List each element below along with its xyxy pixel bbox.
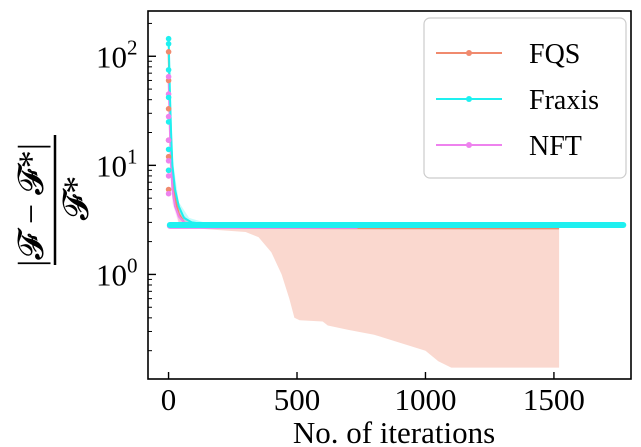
- y-axis-label-denominator: 𝓕*: [56, 176, 96, 221]
- marker-fqs: [165, 49, 172, 55]
- confidence-bands: [168, 31, 624, 368]
- legend-label-nft: NFT: [529, 131, 582, 162]
- series-markers: [165, 35, 627, 229]
- x-tick-label: 1000: [394, 382, 456, 417]
- marker-fqs: [165, 106, 172, 112]
- y-axis-label: |𝓕 − 𝓕*| 𝓕*: [11, 135, 96, 267]
- marker-fraxis: [165, 119, 172, 125]
- x-axis-label: No. of iterations: [293, 415, 495, 447]
- marker-nft: [165, 173, 172, 179]
- marker-nft: [165, 158, 172, 164]
- y-tick-label: 101: [96, 144, 138, 183]
- x-tick-label: 1500: [523, 382, 585, 417]
- legend-marker-fqs: [466, 50, 472, 56]
- marker-fqs: [165, 186, 172, 193]
- y-tick-label: 102: [96, 35, 138, 74]
- legend-marker-nft: [466, 142, 472, 148]
- legend-marker-fraxis: [466, 96, 472, 102]
- legend-frame: [423, 17, 627, 179]
- marker-fraxis: [165, 41, 172, 47]
- x-axis-ticks: 0 500 1000 1500: [161, 372, 585, 417]
- marker-nft: [165, 190, 172, 197]
- band-fqs: [168, 37, 560, 368]
- marker-fraxis: [165, 35, 172, 42]
- marker-nft: [165, 137, 172, 143]
- y-axis-ticks: 100 101 102: [96, 22, 156, 352]
- y-axis-label-numerator: |𝓕 − 𝓕*|: [11, 143, 51, 267]
- plot-frame: [147, 10, 632, 380]
- x-tick-label: 500: [274, 382, 321, 417]
- marker-nft: [165, 73, 172, 80]
- marker-fraxis: [165, 67, 172, 73]
- line-nft: [167, 76, 357, 227]
- y-tick-label: 100: [96, 253, 138, 292]
- marker-nft: [165, 113, 172, 120]
- marker-fqs: [165, 153, 172, 160]
- x-tick-label: 0: [161, 382, 177, 417]
- marker-fraxis: [165, 146, 172, 153]
- legend: FQS Fraxis NFT: [423, 17, 627, 179]
- marker-fraxis: [165, 94, 172, 101]
- marker-fraxis: [165, 167, 172, 174]
- legend-label-fqs: FQS: [529, 39, 580, 70]
- band-nft: [168, 61, 357, 228]
- legend-label-fraxis: Fraxis: [529, 85, 599, 116]
